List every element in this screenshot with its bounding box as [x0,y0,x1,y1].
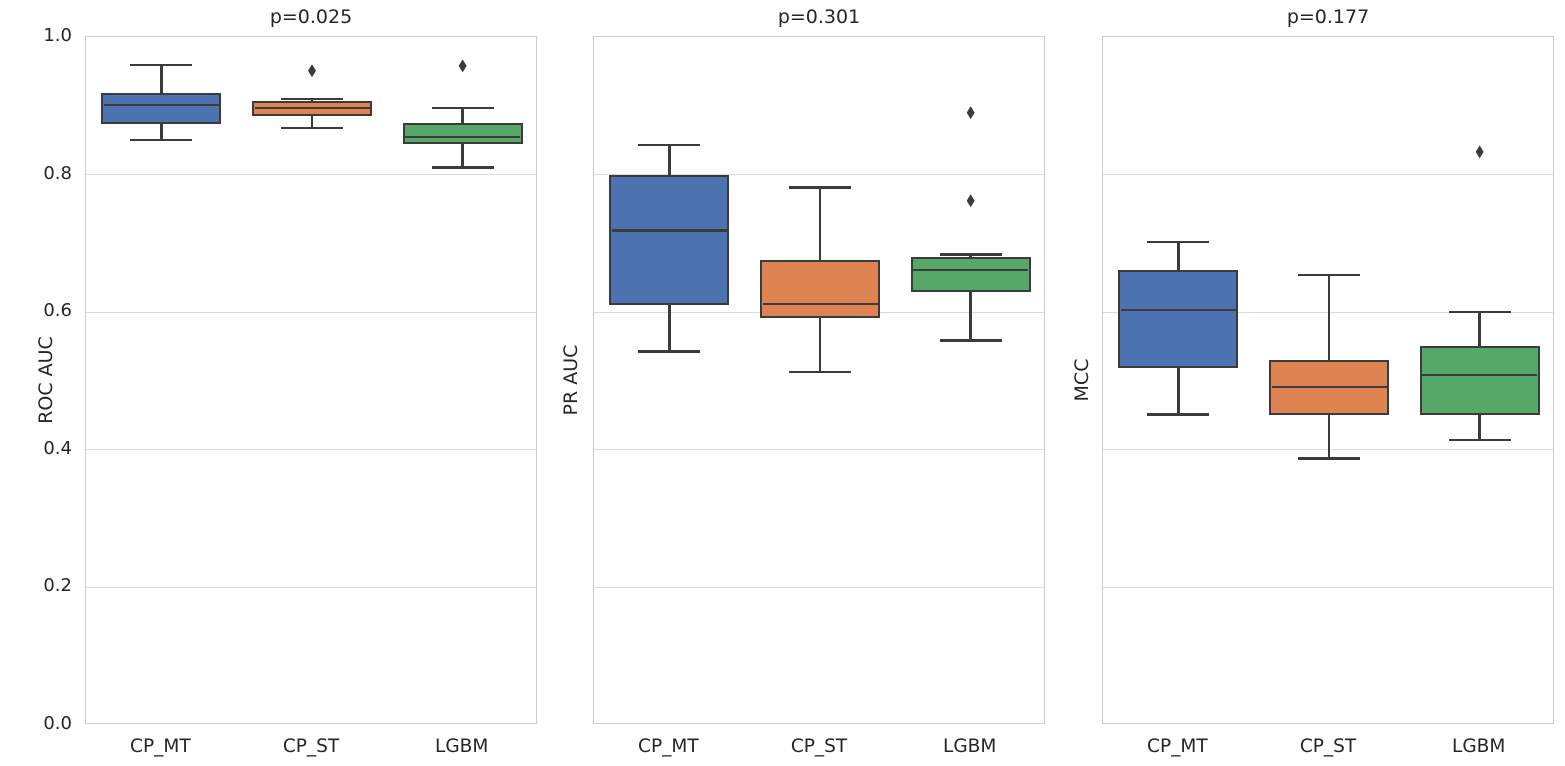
whisker-cap-upper [638,143,701,147]
outlier-marker [308,64,316,78]
y-axis-label: ROC AUC [35,336,57,424]
whisker-cap-upper [281,97,343,101]
whisker-cap-lower [789,370,851,374]
gridline [594,449,1044,451]
median-line [1422,373,1538,377]
gridline [1103,174,1553,176]
whisker-cap-lower [431,166,494,169]
subplot-title: p=0.177 [1286,6,1370,28]
median-line [762,302,878,306]
whisker-cap-upper [1448,310,1511,314]
whisker-lower [160,123,163,141]
subplot-roc-auc: p=0.025 ROC AUC 1.0 0.8 0.6 0.4 0.2 0.0 CP_MT C… [35,6,537,757]
whisker-cap-lower [1298,457,1360,460]
whisker-upper [1478,312,1481,346]
y-tick-label: 1.0 [43,25,72,46]
median-line [405,135,521,138]
outlier-marker [966,106,975,120]
gridline [86,586,536,588]
outlier-marker [1475,145,1484,159]
x-tick-label: LGBM [943,736,997,757]
x-tick-label: CP_MT [130,736,191,757]
whisker-upper [969,254,972,258]
x-tick-label: CP_ST [1299,736,1357,757]
whisker-lower [668,305,671,352]
plot-area [1102,36,1554,724]
whisker-cap-upper [1147,240,1210,244]
whisker-upper [1327,275,1331,361]
subplot-pr-auc: p=0.301 PR AUC CP_MT CP_ST LGBM [560,6,1045,757]
plot-area [85,36,537,724]
box-lgbm [910,257,1031,292]
y-tick-label: 0.6 [43,300,72,322]
whisker-lower [1177,367,1180,415]
whisker-lower [1327,414,1331,459]
subplot-mcc: p=0.177 MCC CP_MT CP_ST LGBM [1071,6,1554,757]
whisker-upper [668,145,671,175]
y-axis-label: MCC [1071,358,1093,402]
y-tick-label: 0.8 [43,162,72,184]
whisker-cap-lower [281,126,343,130]
x-tick-label: CP_ST [790,736,848,757]
whisker-lower [969,291,972,341]
whisker-cap-upper [431,106,494,110]
y-axis-label: PR AUC [560,344,582,416]
box-cp_st [760,259,880,318]
whisker-upper [818,187,822,260]
median-line [913,268,1029,272]
median-line [254,106,370,110]
box-cp_mt [101,92,222,124]
outlier-marker [458,59,467,73]
plot-area [593,36,1045,724]
whisker-cap-lower [1448,438,1511,442]
whisker-lower [1478,414,1481,441]
box-cp_mt [1118,270,1239,368]
whisker-lower [818,317,822,373]
whisker-upper [160,65,163,93]
box-cp_mt [609,174,730,306]
x-tick-label: CP_ST [282,736,340,757]
gridline [594,586,1044,588]
gridline [86,449,536,451]
y-tick-label: 0.2 [43,575,72,597]
gridline [594,174,1044,176]
subplot-title: p=0.301 [777,6,861,28]
x-tick-label: CP_MT [638,736,699,757]
median-line [611,229,727,232]
x-tick-label: LGBM [1452,736,1506,757]
box-lgbm [402,123,523,145]
whisker-lower [310,116,314,128]
x-tick-label: CP_MT [1147,736,1208,757]
y-tick-label: 0.0 [43,713,72,734]
median-line [103,103,219,107]
subplot-title: p=0.025 [269,6,353,28]
whisker-upper [461,107,464,123]
whisker-cap-upper [130,63,193,67]
whisker-cap-lower [939,339,1002,342]
outlier-marker [966,194,975,208]
gridline [86,174,536,176]
median-line [1120,308,1236,312]
whisker-cap-lower [1147,413,1210,416]
whisker-cap-upper [789,186,851,189]
whisker-cap-lower [638,350,701,353]
gridline [86,311,536,313]
median-line [1271,385,1387,389]
whisker-cap-upper [1298,273,1360,277]
x-tick-label: LGBM [435,736,489,757]
whisker-upper [1177,242,1180,271]
y-tick-label: 0.4 [43,437,72,459]
whisker-lower [461,144,464,168]
whisker-cap-lower [130,138,193,142]
gridline [1103,586,1553,588]
whisker-cap-upper [939,253,1002,256]
box-lgbm [1419,345,1540,415]
